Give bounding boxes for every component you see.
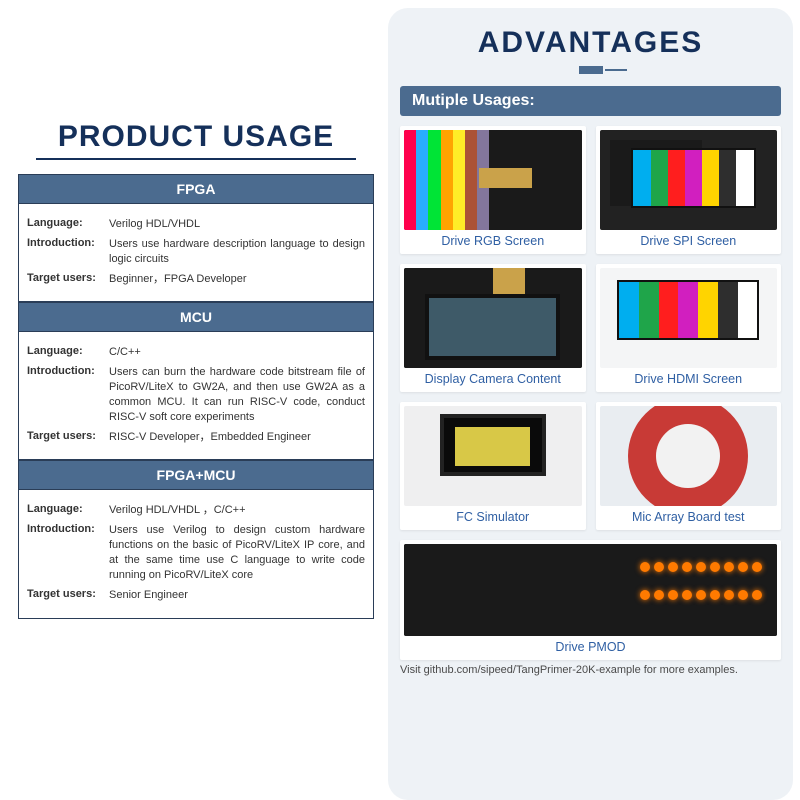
footnote: Visit github.com/sipeed/TangPrimer-20K-e… — [400, 664, 781, 676]
card-display-camera: Display Camera Content — [400, 264, 586, 392]
fpga-language: Verilog HDL/VHDL — [109, 217, 365, 232]
left-title: PRODUCT USAGE — [18, 120, 374, 154]
section-header-mcu: MCU — [18, 302, 374, 332]
fpgamcu-language: Verilog HDL/VHDL ，C/C++ — [109, 503, 365, 518]
mcu-target: RISC-V Developer，Embedded Engineer — [109, 430, 365, 445]
card-drive-hdmi: Drive HDMI Screen — [596, 264, 782, 392]
card-drive-rgb: Drive RGB Screen — [400, 126, 586, 254]
thumb-drive-spi — [600, 130, 778, 230]
caption: Drive RGB Screen — [404, 230, 582, 250]
thumb-fc-simulator — [404, 406, 582, 506]
label-language: Language: — [27, 345, 109, 360]
mic-disk-icon — [628, 406, 748, 506]
left-panel: PRODUCT USAGE FPGA Language:Verilog HDL/… — [0, 0, 380, 800]
title-accent-icon — [579, 66, 603, 74]
right-subhead: Mutiple Usages: — [400, 86, 781, 116]
card-drive-pmod: Drive PMOD — [400, 540, 781, 660]
section-header-fpgamcu: FPGA+MCU — [18, 460, 374, 490]
fpga-intro: Users use hardware description language … — [109, 237, 365, 267]
section-header-fpga: FPGA — [18, 174, 374, 204]
section-body-mcu: Language:C/C++ Introduction:Users can bu… — [18, 332, 374, 460]
label-intro: Introduction: — [27, 523, 109, 582]
thumb-drive-hdmi — [600, 268, 778, 368]
fpgamcu-target: Senior Engineer — [109, 588, 365, 603]
card-fc-simulator: FC Simulator — [400, 402, 586, 530]
section-body-fpgamcu: Language:Verilog HDL/VHDL ，C/C++ Introdu… — [18, 490, 374, 618]
left-title-rule — [36, 158, 356, 160]
section-body-fpga: Language:Verilog HDL/VHDL Introduction:U… — [18, 204, 374, 302]
thumb-display-camera — [404, 268, 582, 368]
caption: Mic Array Board test — [600, 506, 778, 526]
card-drive-spi: Drive SPI Screen — [596, 126, 782, 254]
thumb-drive-pmod — [404, 544, 777, 636]
caption: Drive HDMI Screen — [600, 368, 778, 388]
label-language: Language: — [27, 217, 109, 232]
thumb-mic-array — [600, 406, 778, 506]
label-intro: Introduction: — [27, 365, 109, 424]
label-intro: Introduction: — [27, 237, 109, 267]
card-mic-array: Mic Array Board test — [596, 402, 782, 530]
label-language: Language: — [27, 503, 109, 518]
mcu-intro: Users can burn the hardware code bitstre… — [109, 365, 365, 424]
thumb-drive-rgb — [404, 130, 582, 230]
cards-grid: Drive RGB Screen Drive SPI Screen Displa… — [400, 126, 781, 660]
right-panel: ADVANTAGES Mutiple Usages: Drive RGB Scr… — [388, 8, 793, 800]
label-target: Target users: — [27, 272, 109, 287]
caption: Drive SPI Screen — [600, 230, 778, 250]
right-title: ADVANTAGES — [400, 26, 781, 60]
fpga-target: Beginner，FPGA Developer — [109, 272, 365, 287]
fpgamcu-intro: Users use Verilog to design custom hardw… — [109, 523, 365, 582]
label-target: Target users: — [27, 588, 109, 603]
caption: Drive PMOD — [404, 636, 777, 656]
caption: FC Simulator — [404, 506, 582, 526]
mcu-language: C/C++ — [109, 345, 365, 360]
caption: Display Camera Content — [404, 368, 582, 388]
label-target: Target users: — [27, 430, 109, 445]
